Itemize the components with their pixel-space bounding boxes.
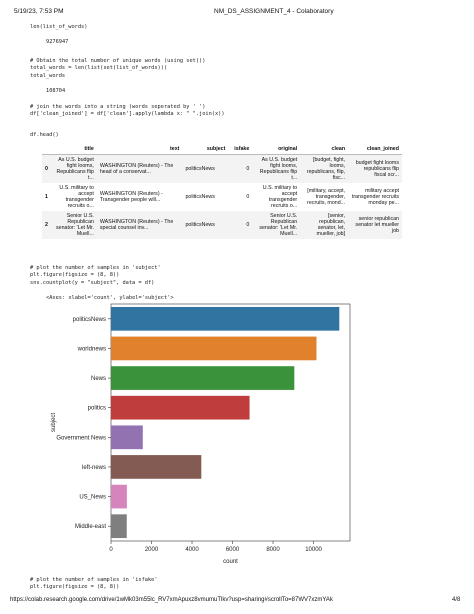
bar xyxy=(111,395,250,420)
code-line: # plot the number of samples in 'subject… xyxy=(30,265,161,271)
code-line: total_words xyxy=(30,72,66,79)
cell-output: 9276947 xyxy=(46,39,69,46)
bar xyxy=(111,306,340,331)
bar xyxy=(111,336,317,361)
table-cell: military accept transgender recruits mon… xyxy=(351,188,399,206)
x-tick-label: 6000 xyxy=(226,547,240,553)
table-cell: WASHINGTON (Reuters) - The special couns… xyxy=(99,219,174,231)
print-title: NM_DS_ASSIGNMENT_4 - Colaboratory xyxy=(214,8,334,15)
table-cell: politicsNews xyxy=(185,194,215,200)
row-index: 2 xyxy=(45,222,48,228)
code-line: # Obtain the total number of unique word… xyxy=(30,58,206,64)
dataframe-table: title text subject isfake original clean clean… xyxy=(42,144,402,239)
table-cell: [military, accept, transgender, recruits… xyxy=(307,188,346,206)
bar xyxy=(111,366,295,390)
table-cell: budget fight looms republicans flip fisc… xyxy=(355,160,399,178)
index-header xyxy=(42,144,51,155)
column-header: subject xyxy=(182,144,229,155)
page-number: 4/8 xyxy=(452,597,461,603)
x-axis-label: count xyxy=(223,559,238,565)
y-tick-label: politics xyxy=(88,406,106,412)
column-header: clean_joined xyxy=(348,144,402,155)
table-cell: 0 xyxy=(246,166,250,172)
column-header: original xyxy=(252,144,301,155)
column-header: clean xyxy=(300,144,349,155)
y-tick-label: left-news xyxy=(82,465,106,471)
x-tick-label: 10000 xyxy=(305,547,322,553)
table-cell: WASHINGTON (Reuters) - The head of a con… xyxy=(99,163,174,175)
x-tick-label: 4000 xyxy=(185,547,199,553)
table-cell: politicsNews xyxy=(185,222,215,228)
x-tick-label: 2000 xyxy=(145,547,159,553)
table-cell: WASHINGTON (Reuters) - Transgender peopl… xyxy=(99,191,163,203)
column-header: title xyxy=(50,144,97,155)
y-tick-label: US_News xyxy=(79,495,106,501)
row-index: 1 xyxy=(45,194,48,200)
table-cell: [budget, fight, looms, republicans, flip… xyxy=(306,157,346,181)
table-cell: 0 xyxy=(246,222,250,228)
y-tick-label: Middle-east xyxy=(75,524,106,530)
header-row: title text subject isfake original clean clean… xyxy=(42,144,402,155)
x-tick-label: 0 xyxy=(109,547,113,553)
code-line: len(list_of_words) xyxy=(30,24,88,30)
table-cell: U.S. military to accept transgender recr… xyxy=(262,185,298,209)
row-index: 0 xyxy=(45,166,48,172)
bar xyxy=(111,455,202,479)
bar xyxy=(111,514,127,539)
code-line: total_words = len(list(set(list_of_words… xyxy=(30,65,168,72)
plot-frame xyxy=(110,303,351,542)
table-cell: 0 xyxy=(246,194,250,200)
y-tick-label: Government News xyxy=(56,435,106,441)
code-line: plt.figure(figsize = (8, 8)) xyxy=(30,584,120,591)
column-header: isfake xyxy=(228,144,253,155)
y-tick-label: worldnews xyxy=(77,346,106,352)
code-line: sns.countplot(y = "subject", data = df) xyxy=(30,279,155,286)
table-row: 1 U.S. military to accept transgender rec… xyxy=(42,183,402,211)
table-cell: senior republican senator let mueller jo… xyxy=(355,216,399,234)
column-header: text xyxy=(96,144,183,155)
x-tick-label: 8000 xyxy=(266,547,280,553)
bar xyxy=(111,425,143,450)
table-row: 2 Senior U.S. Republican senator: 'Let Mr… xyxy=(42,211,402,239)
y-axis-label: subject xyxy=(51,413,57,432)
code-line: df['clean_joined'] = df['clean'].apply(l… xyxy=(30,111,225,118)
bar xyxy=(111,484,127,509)
print-date: 5/19/23, 7:53 PM xyxy=(14,8,64,15)
cell-output: 108704 xyxy=(46,88,66,95)
table-cell: U.S. military to accept transgender recr… xyxy=(59,185,94,209)
y-tick-label: News xyxy=(91,376,106,382)
table-cell: politicsNews xyxy=(185,166,215,172)
code-line: # join the words into a string (words se… xyxy=(30,104,206,110)
dataframe: title text subject isfake original clean clean… xyxy=(42,144,402,258)
y-tick-label: politicsNews xyxy=(73,317,106,323)
table-cell: Senior U.S. Republican senator: 'Let Mr.… xyxy=(56,213,94,237)
table-cell: Senior U.S. Republican senator: 'Let Mr.… xyxy=(259,213,298,237)
table-cell: [senior, republican, senator, let, muell… xyxy=(316,213,346,237)
footer-url: https://colab.research.google.com/drive/… xyxy=(10,597,333,603)
code-line: df.head() xyxy=(30,132,59,138)
table-cell: As U.S. budget fight looms, Republicans … xyxy=(56,157,94,181)
table-row: 0 As U.S. budget fight looms, Republicans… xyxy=(42,154,402,183)
cell-output: <Axes: xlabel='count', ylabel='subject'> xyxy=(46,295,174,302)
code-line: plt.figure(figsize = (8, 8)) xyxy=(30,272,120,279)
table-cell: As U.S. budget fight looms, Republicans … xyxy=(259,157,298,181)
code-line: # plot the number of samples in 'isfake' xyxy=(30,577,158,583)
